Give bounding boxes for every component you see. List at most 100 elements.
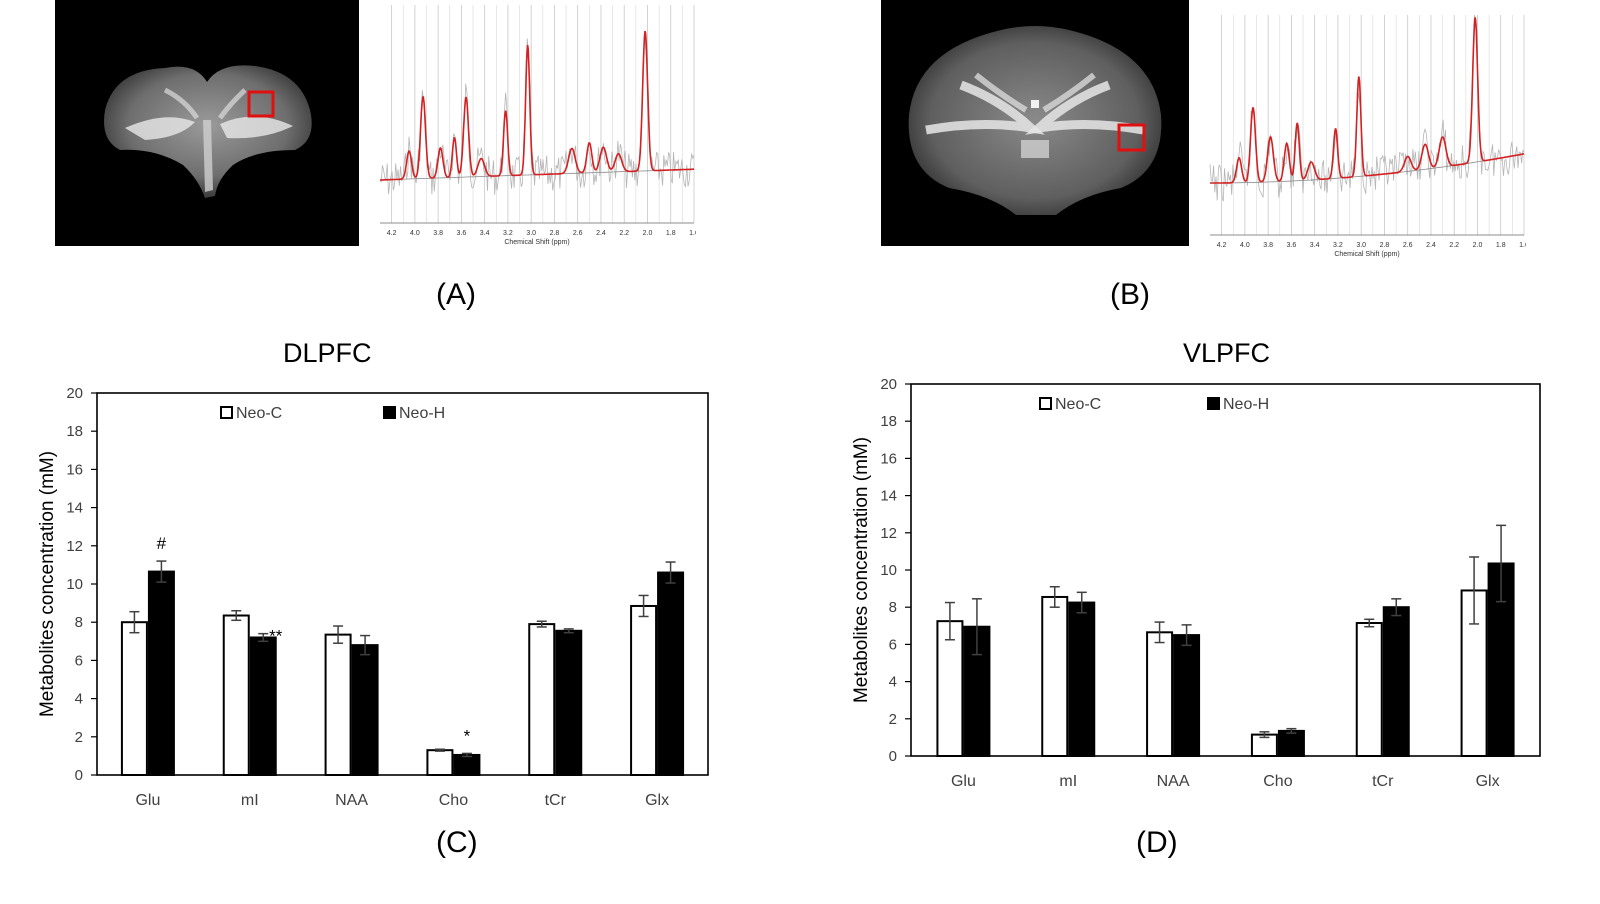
spectrum1-tick-label: 3.2 (1333, 242, 1343, 249)
chart-title-vlpfc: VLPFC (1183, 338, 1271, 368)
chart0-bar-neo-h (555, 629, 583, 776)
chart0-bar-neo-c (324, 633, 352, 776)
chart0-category-label: mI (241, 792, 259, 809)
chart0-plot-frame (96, 392, 709, 776)
chart0-bar-neo-h (351, 644, 379, 776)
chart1-category-label: tCr (1372, 773, 1394, 790)
bar-chart-vlpfc: 0 2 4 6 8 10 12 14 16 18 20 Metabolites concentrati… (835, 372, 1555, 802)
spectrum-b-svg: 4.2 4.0 3.8 3.6 3.4 3.2 3.0 2.8 2.6 2.4 2.2 2.0 1.8 1… (1209, 14, 1529, 258)
spectrum1-tick-label: 3.0 (1356, 242, 1366, 249)
spectrum1-tick-label: 2.8 (1380, 242, 1390, 249)
spectrum-a: 4.2 4.0 3.8 3.6 3.4 3.2 3.0 2.8 2.6 2.4 2.2 2.0 1.8 1… (376, 0, 699, 250)
chart0-bar-neo-c (426, 749, 454, 777)
chart0-legend-swatch-neo-h (383, 406, 396, 419)
spectrum0-tick-label: 1.6 (689, 230, 696, 237)
panel-label-c: (C) (436, 826, 478, 859)
spectrum1-tick-label: 3.8 (1263, 242, 1273, 249)
chart1-category-label: Cho (1263, 773, 1292, 790)
chart1-ytick-label: 12 (880, 525, 897, 542)
spectrum0-tick-label: 3.8 (433, 230, 443, 237)
chart0-ytick-label: 14 (66, 500, 83, 517)
chart1-bar-neo-h (1277, 729, 1305, 758)
spectrum1-tick-label: 2.0 (1473, 242, 1483, 249)
spectrum1-tick-label: 1.6 (1519, 242, 1526, 249)
chart1-legend-label: Neo-C (1055, 396, 1101, 413)
chart0-category-label: Cho (439, 792, 468, 809)
spectrum-b: 4.2 4.0 3.8 3.6 3.4 3.2 3.0 2.8 2.6 2.4 2.2 2.0 1.8 1… (1206, 0, 1529, 262)
spectrum0-tick-label: 3.0 (526, 230, 536, 237)
spectrum0-tick-label: 2.4 (596, 230, 606, 237)
chart1-legend-swatch-neo-c (1039, 397, 1052, 410)
chart1-ytick-label: 8 (889, 599, 897, 616)
spectrum1-tick-label: 2.6 (1403, 242, 1413, 249)
chart0-ytick-label: 2 (75, 729, 83, 746)
chart0-ytick-label: 4 (75, 691, 83, 708)
chart1-bar-neo-c (1146, 631, 1174, 757)
chart0-category-label: NAA (335, 792, 368, 809)
bar-chart-dlpfc: 0 2 4 6 8 10 12 14 16 18 20 Metabolites concentrati… (30, 380, 730, 810)
bar-chart-dlpfc-svg: 0 2 4 6 8 10 12 14 16 18 20 Metabolites concentrati… (37, 385, 709, 809)
spectrum0-tick-label: 3.2 (503, 230, 513, 237)
spectrum0-xlabel: Chemical Shift (ppm) (504, 239, 569, 246)
chart0-bar-neo-h (453, 753, 481, 777)
chart0-legend-swatch-neo-c (220, 406, 233, 419)
spectrum0-tick-label: 2.8 (550, 230, 560, 237)
roi-box-a (247, 90, 275, 118)
chart1-ytick-label: 10 (880, 562, 897, 579)
chart1-plot-frame (910, 383, 1541, 757)
chart1-ytick-label: 18 (880, 413, 897, 430)
chart1-legend-swatch-neo-h (1207, 397, 1220, 410)
brain-slice-b (908, 26, 1162, 215)
spectrum0-tick-label: 1.8 (666, 230, 676, 237)
chart0-category-label: Glx (645, 792, 669, 809)
chart0-ytick-label: 20 (66, 385, 83, 402)
chart0-ytick-label: 18 (66, 423, 83, 440)
chart1-bar-neo-h (1068, 601, 1096, 757)
chart1-ylabel: Metabolites concentration (mM) (851, 437, 872, 703)
chart0-bar-neo-c (528, 623, 556, 776)
chart1-bar-neo-c (1355, 622, 1383, 757)
chart0-bar-neo-h (657, 571, 685, 776)
chart1-ytick-label: 4 (889, 674, 897, 691)
chart1-legend-label: Neo-H (1223, 396, 1269, 413)
spectrum1-tick-label: 3.6 (1287, 242, 1297, 249)
chart1-ytick-label: 20 (880, 376, 897, 393)
brain-slice-a (104, 65, 312, 198)
chart0-ytick-label: 10 (66, 576, 83, 593)
chart0-legend-label: Neo-H (399, 405, 445, 422)
chart1-bar-neo-h (1173, 634, 1201, 758)
chart1-ytick-label: 16 (880, 450, 897, 467)
bar-chart-vlpfc-svg: 0 2 4 6 8 10 12 14 16 18 20 Metabolites concentrati… (851, 376, 1541, 790)
panel-label-b: (B) (1110, 278, 1150, 311)
chart0-category-label: tCr (545, 792, 567, 809)
spectrum0-tick-label: 3.6 (457, 230, 467, 237)
panel-label-a: (A) (436, 278, 476, 311)
spectrum1-tick-label: 4.0 (1240, 242, 1250, 249)
roi-box-b (1117, 123, 1146, 152)
chart1-category-label: Glu (951, 773, 976, 790)
chart0-significance-mark: ** (269, 626, 283, 645)
chart0-category-label: Glu (135, 792, 160, 809)
chart0-ytick-label: 0 (75, 767, 83, 784)
panel-label-d: (D) (1136, 826, 1178, 859)
chart0-bar-neo-c (120, 621, 148, 776)
mri-image-b (881, 0, 1189, 246)
spectrum0-tick-label: 4.2 (387, 230, 397, 237)
spectrum0-tick-label: 2.2 (619, 230, 629, 237)
spectrum0-tick-label: 2.0 (643, 230, 653, 237)
spectrum1-tick-label: 4.2 (1217, 242, 1227, 249)
spectrum0-tick-label: 3.4 (480, 230, 490, 237)
chart0-ylabel: Metabolites concentration (mM) (37, 451, 58, 717)
mri-image-a (55, 0, 359, 246)
chart1-bar-neo-c (936, 620, 964, 757)
chart0-ytick-label: 8 (75, 614, 83, 631)
chart1-category-label: NAA (1157, 773, 1190, 790)
chart1-ytick-label: 2 (889, 711, 897, 728)
spectrum0-tick-label: 2.6 (573, 230, 583, 237)
spectrum0-tick-label: 4.0 (410, 230, 420, 237)
chart1-bar-neo-h (1382, 606, 1410, 757)
chart0-ytick-label: 16 (66, 461, 83, 478)
chart1-ytick-label: 14 (880, 488, 897, 505)
chart0-bar-neo-c (630, 604, 658, 776)
chart-title-dlpfc: DLPFC (283, 338, 372, 368)
